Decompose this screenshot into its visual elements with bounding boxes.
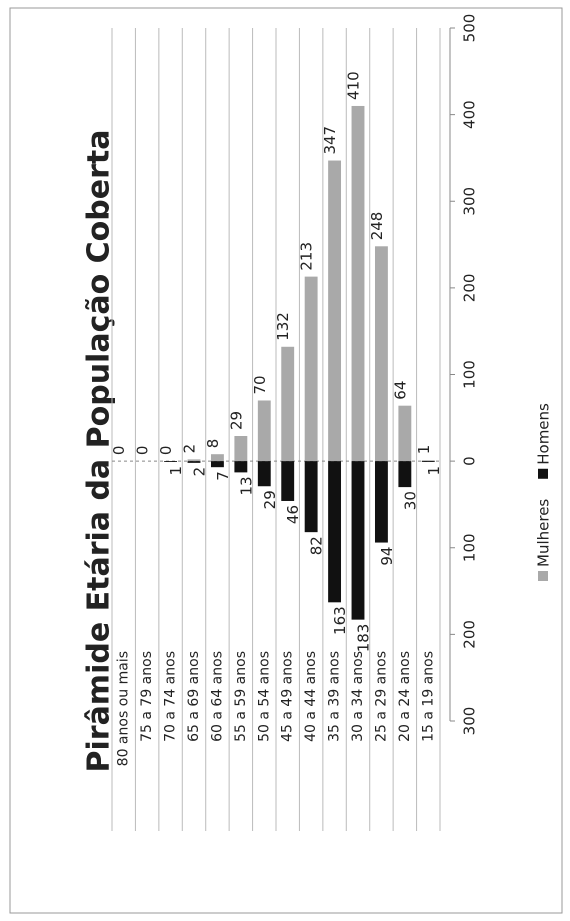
- x-tick-label: 100: [461, 533, 479, 562]
- bar: [374, 246, 388, 462]
- y-tick-label: 25 a 29 anos: [373, 651, 389, 742]
- chart-title: Pirâmide Etária da População Coberta: [82, 130, 117, 773]
- x-tick-label: 400: [461, 100, 479, 129]
- bar: [328, 461, 342, 603]
- y-tick-label: 35 a 39 anos: [327, 651, 343, 742]
- bar: [257, 461, 271, 487]
- legend-swatch: [538, 468, 548, 479]
- bar: [398, 405, 412, 462]
- data-label: 29: [227, 411, 245, 430]
- y-tick-label: 55 a 59 anos: [233, 651, 249, 742]
- legend-swatch: [538, 571, 548, 581]
- data-label: 2: [181, 444, 199, 454]
- bar: [234, 436, 248, 462]
- data-label: 82: [308, 536, 326, 555]
- data-label: 163: [331, 606, 349, 635]
- y-tick-label: 40 a 44 anos: [303, 651, 319, 742]
- data-label: 0: [134, 446, 152, 456]
- bar: [210, 454, 224, 462]
- chart-frame: [9, 7, 563, 914]
- data-label: 8: [204, 439, 222, 449]
- data-label: 1: [415, 445, 433, 455]
- y-tick-label: 75 a 79 anos: [139, 651, 155, 742]
- y-tick-label: 70 a 74 anos: [163, 651, 179, 742]
- data-label: 0: [157, 446, 175, 456]
- data-label: 94: [378, 547, 396, 566]
- bar: [328, 160, 342, 462]
- y-tick-label: 45 a 49 anos: [280, 651, 296, 742]
- y-tick-label: 50 a 54 anos: [256, 651, 272, 742]
- data-label: 7: [214, 471, 232, 481]
- bar: [210, 461, 224, 468]
- legend-label: Homens: [535, 403, 553, 465]
- data-label: 410: [345, 71, 363, 100]
- y-tick-label: 80 anos ou mais: [116, 651, 132, 766]
- x-tick-label: 500: [461, 14, 479, 43]
- data-label: 347: [321, 126, 339, 155]
- y-tick-label: 65 a 69 anos: [186, 651, 202, 742]
- data-label: 70: [251, 375, 269, 394]
- data-label: 13: [237, 476, 255, 495]
- bar: [421, 461, 435, 462]
- data-label: 1: [425, 466, 443, 476]
- data-label: 0: [110, 446, 128, 456]
- legend-label: Mulheres: [535, 499, 553, 567]
- bar: [257, 400, 271, 462]
- x-tick-label: 0: [461, 456, 479, 466]
- data-label: 213: [298, 242, 316, 271]
- bar: [351, 461, 365, 620]
- data-label: 248: [368, 212, 386, 241]
- y-tick-label: 15 a 19 anos: [420, 651, 436, 742]
- x-tick-label: 100: [461, 360, 479, 389]
- bar: [187, 461, 201, 463]
- y-tick-label: 20 a 24 anos: [397, 651, 413, 742]
- data-label: 2: [191, 467, 209, 477]
- bar: [304, 276, 318, 462]
- bar: [281, 346, 295, 462]
- data-label: 29: [261, 490, 279, 509]
- bar: [164, 461, 178, 462]
- x-tick-label: 300: [461, 707, 479, 736]
- bar: [374, 461, 388, 543]
- y-tick-label: 30 a 34 anos: [350, 651, 366, 742]
- bar: [187, 459, 201, 462]
- y-tick-label: 60 a 64 anos: [209, 651, 225, 742]
- x-tick-label: 200: [461, 620, 479, 649]
- bar: [398, 461, 412, 488]
- bar: [421, 460, 435, 462]
- x-tick-label: 200: [461, 274, 479, 303]
- bar: [234, 461, 248, 473]
- data-label: 64: [391, 381, 409, 400]
- bar: [351, 105, 365, 462]
- bar: [281, 461, 295, 501]
- data-label: 46: [284, 505, 302, 524]
- bar: [304, 461, 318, 533]
- x-tick-label: 300: [461, 187, 479, 216]
- data-label: 1: [167, 466, 185, 476]
- data-label: 132: [274, 312, 292, 341]
- data-label: 30: [401, 491, 419, 510]
- data-label: 183: [355, 624, 373, 653]
